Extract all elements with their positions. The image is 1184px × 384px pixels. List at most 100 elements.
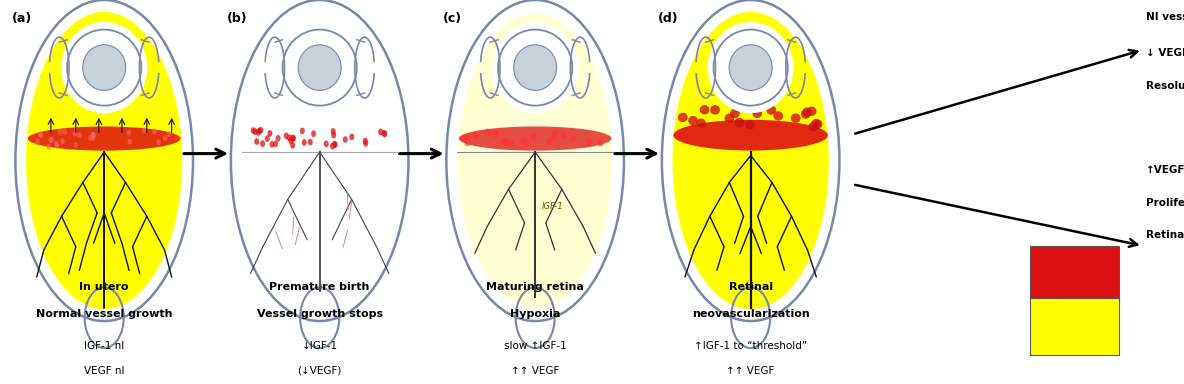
- Ellipse shape: [378, 129, 384, 135]
- Ellipse shape: [163, 135, 167, 141]
- Ellipse shape: [688, 116, 697, 125]
- Ellipse shape: [809, 122, 818, 131]
- Ellipse shape: [812, 119, 823, 129]
- Ellipse shape: [268, 130, 272, 137]
- Ellipse shape: [276, 135, 281, 142]
- Ellipse shape: [49, 136, 53, 142]
- Ellipse shape: [332, 132, 336, 138]
- Ellipse shape: [333, 141, 337, 148]
- Ellipse shape: [362, 137, 368, 144]
- Ellipse shape: [128, 139, 131, 145]
- Text: (a): (a): [12, 12, 32, 25]
- Text: Premature birth: Premature birth: [270, 282, 369, 292]
- Ellipse shape: [806, 106, 817, 116]
- Ellipse shape: [514, 45, 556, 90]
- Ellipse shape: [91, 134, 96, 141]
- Ellipse shape: [277, 22, 362, 113]
- Ellipse shape: [26, 12, 182, 309]
- Ellipse shape: [725, 113, 734, 123]
- Ellipse shape: [484, 129, 490, 136]
- Ellipse shape: [256, 129, 260, 136]
- Ellipse shape: [673, 12, 829, 309]
- Ellipse shape: [734, 118, 745, 127]
- Text: Normal vessel growth: Normal vessel growth: [36, 309, 173, 319]
- Ellipse shape: [291, 135, 296, 142]
- Ellipse shape: [546, 138, 553, 146]
- Ellipse shape: [800, 109, 811, 119]
- Text: Resolution of ROP: Resolution of ROP: [1146, 81, 1184, 91]
- Ellipse shape: [284, 132, 289, 139]
- Ellipse shape: [520, 137, 526, 145]
- Ellipse shape: [570, 134, 577, 142]
- Text: Proliferative retinopathy: Proliferative retinopathy: [1146, 198, 1184, 208]
- Ellipse shape: [503, 139, 509, 146]
- Ellipse shape: [745, 120, 755, 129]
- Ellipse shape: [700, 105, 709, 114]
- Ellipse shape: [265, 135, 270, 142]
- FancyBboxPatch shape: [1030, 246, 1119, 303]
- Ellipse shape: [560, 131, 567, 139]
- Text: neovascularization: neovascularization: [691, 309, 810, 319]
- Ellipse shape: [289, 137, 294, 144]
- Ellipse shape: [54, 141, 58, 147]
- Ellipse shape: [91, 132, 96, 138]
- Ellipse shape: [36, 139, 40, 145]
- Ellipse shape: [274, 141, 278, 147]
- Ellipse shape: [323, 141, 329, 147]
- Text: ↓ VEGF: ↓ VEGF: [1146, 48, 1184, 58]
- Text: ↓IGF-1: ↓IGF-1: [302, 341, 337, 351]
- Ellipse shape: [142, 127, 147, 133]
- Ellipse shape: [552, 128, 558, 136]
- Ellipse shape: [530, 133, 536, 141]
- Ellipse shape: [167, 131, 172, 137]
- Text: ↑VEGF: ↑VEGF: [1146, 165, 1184, 175]
- Ellipse shape: [462, 135, 468, 142]
- Text: (c): (c): [443, 12, 462, 25]
- Ellipse shape: [381, 130, 387, 137]
- Ellipse shape: [28, 126, 180, 151]
- Ellipse shape: [696, 118, 706, 128]
- Text: IGF-1: IGF-1: [542, 202, 564, 211]
- Ellipse shape: [729, 45, 772, 90]
- Ellipse shape: [330, 128, 336, 135]
- Ellipse shape: [77, 132, 82, 138]
- Ellipse shape: [464, 134, 470, 141]
- Text: Retinal detachment: Retinal detachment: [1146, 230, 1184, 240]
- Ellipse shape: [493, 22, 578, 113]
- Ellipse shape: [255, 138, 259, 145]
- Ellipse shape: [287, 134, 291, 141]
- Text: (d): (d): [658, 12, 678, 25]
- Text: (b): (b): [227, 12, 247, 25]
- Ellipse shape: [493, 130, 498, 137]
- Ellipse shape: [342, 136, 348, 143]
- Ellipse shape: [311, 130, 316, 137]
- Ellipse shape: [678, 113, 688, 122]
- Text: VEGF: VEGF: [1083, 270, 1117, 280]
- Ellipse shape: [502, 138, 508, 146]
- Ellipse shape: [382, 131, 387, 137]
- Ellipse shape: [270, 141, 275, 148]
- Ellipse shape: [60, 138, 65, 144]
- Ellipse shape: [39, 132, 44, 139]
- Ellipse shape: [586, 138, 592, 145]
- Ellipse shape: [752, 109, 762, 118]
- Text: Hypoxia: Hypoxia: [510, 309, 560, 319]
- Text: Maturing retina: Maturing retina: [487, 282, 584, 292]
- Ellipse shape: [58, 129, 63, 135]
- Ellipse shape: [330, 143, 335, 150]
- Text: (↓VEGF): (↓VEGF): [297, 366, 342, 376]
- Text: Vessel growth stops: Vessel growth stops: [257, 309, 382, 319]
- Ellipse shape: [62, 22, 147, 113]
- Ellipse shape: [731, 109, 740, 118]
- Ellipse shape: [290, 135, 295, 142]
- Ellipse shape: [458, 126, 612, 151]
- Ellipse shape: [156, 139, 161, 145]
- Ellipse shape: [290, 142, 295, 149]
- Ellipse shape: [349, 134, 354, 140]
- Ellipse shape: [472, 132, 478, 139]
- Ellipse shape: [38, 131, 43, 137]
- Ellipse shape: [49, 137, 53, 143]
- Ellipse shape: [363, 140, 368, 147]
- Ellipse shape: [332, 141, 337, 147]
- Ellipse shape: [72, 131, 77, 136]
